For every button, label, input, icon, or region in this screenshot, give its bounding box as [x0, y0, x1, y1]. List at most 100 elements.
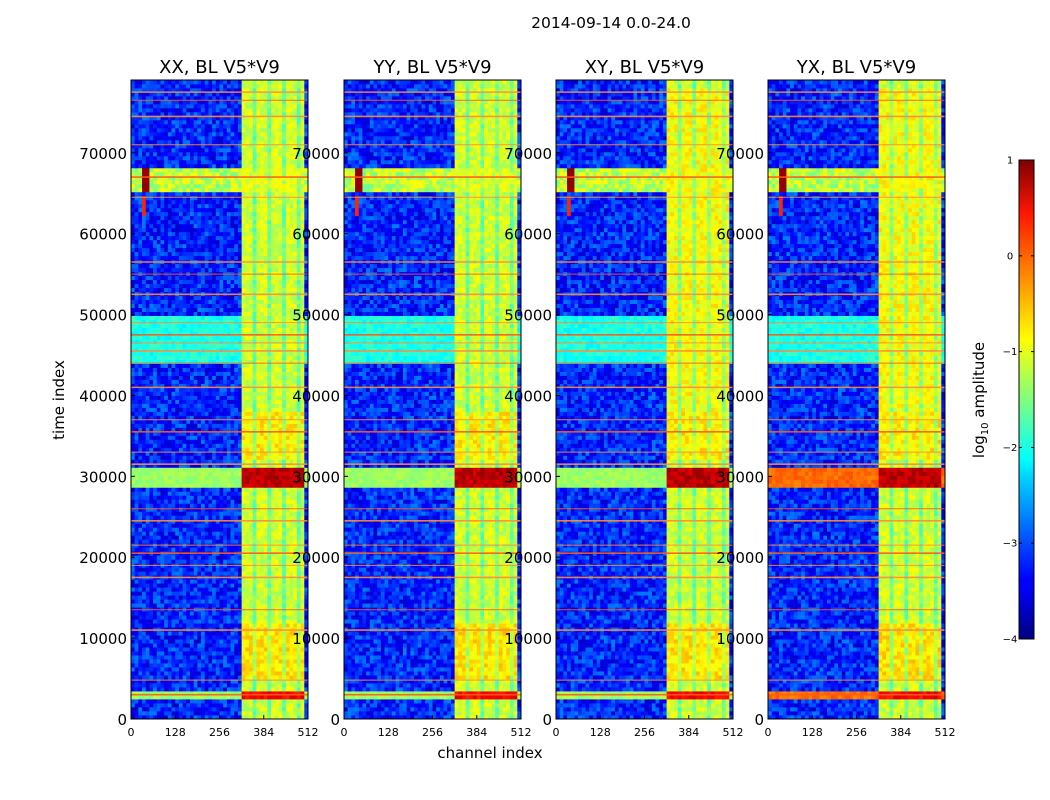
heatmap-cell — [142, 667, 147, 672]
heatmap-cell — [178, 495, 184, 500]
heatmap-cell — [153, 107, 158, 113]
heatmap-cell — [131, 467, 136, 472]
heatmap-cell — [197, 715, 202, 720]
heatmap-cell — [190, 379, 195, 384]
heatmap-cell — [134, 335, 139, 340]
heatmap-cell — [197, 199, 202, 205]
heatmap-cell — [175, 399, 180, 404]
heatmap-cell — [193, 167, 198, 173]
heatmap-cell — [212, 647, 217, 652]
heatmap-cell — [153, 235, 158, 241]
heatmap-cell — [212, 107, 217, 113]
heatmap-cell — [241, 467, 246, 472]
heatmap-cell — [226, 147, 231, 153]
heatmap-cell — [153, 99, 158, 105]
heatmap-cell — [208, 343, 213, 348]
heatmap-cell — [241, 199, 246, 205]
heatmap-cell — [241, 203, 246, 209]
heatmap-cell — [134, 80, 139, 85]
heatmap-cell — [164, 707, 169, 712]
heatmap-cell — [190, 535, 195, 540]
heatmap-cell — [223, 215, 228, 221]
heatmap-cell — [167, 159, 172, 165]
heatmap-cell — [134, 143, 139, 149]
heatmap-cell — [223, 659, 228, 664]
heatmap-cell — [186, 287, 191, 293]
heatmap-cell — [234, 383, 239, 388]
heatmap-cell — [164, 431, 169, 436]
heatmap-cell — [153, 499, 158, 504]
heatmap-cell — [193, 371, 198, 376]
heatmap-cell — [226, 299, 231, 305]
heatmap-cell — [175, 619, 180, 624]
heatmap-cell — [160, 635, 165, 640]
heatmap-cell — [237, 287, 243, 293]
heatmap-cell — [149, 167, 154, 173]
heatmap-cell — [190, 531, 195, 536]
heatmap-cell — [167, 307, 172, 313]
heatmap-cell — [149, 583, 154, 588]
heatmap-cell — [138, 395, 143, 400]
heatmap-cell — [208, 167, 213, 173]
heatmap-cell — [197, 375, 202, 380]
heatmap-cell — [204, 499, 209, 504]
heatmap-cell — [149, 295, 154, 301]
heatmap-cell — [153, 311, 158, 317]
heatmap-cell — [223, 155, 228, 161]
heatmap-cell — [234, 223, 239, 229]
heatmap-cell — [190, 295, 195, 301]
heatmap-cell — [153, 647, 158, 652]
heatmap-cell — [145, 151, 150, 157]
heatmap-cell — [193, 511, 198, 516]
heatmap-cell — [190, 427, 195, 432]
heatmap-cell — [208, 611, 213, 616]
heatmap-cell — [212, 139, 217, 145]
heatmap-cell — [193, 383, 198, 388]
heatmap-cell — [215, 283, 220, 289]
heatmap-cell — [175, 307, 180, 313]
heatmap-cell — [208, 591, 213, 596]
heatmap-cell — [190, 443, 195, 448]
heatmap-cell — [212, 343, 217, 348]
heatmap-cell — [149, 483, 154, 488]
heatmap-cell — [212, 555, 217, 560]
heatmap-cell — [171, 331, 176, 336]
heatmap-cell — [160, 247, 165, 253]
heatmap-cell — [186, 431, 191, 436]
heatmap-cell — [234, 367, 239, 372]
heatmap-cell — [145, 195, 150, 201]
heatmap-cell — [164, 419, 169, 424]
heatmap-cell — [156, 359, 161, 364]
heatmap-cell — [171, 175, 176, 181]
heatmap-cell — [215, 183, 220, 189]
heatmap-cell — [186, 559, 191, 564]
heatmap-cell — [160, 523, 165, 528]
heatmap-cell — [182, 303, 187, 309]
heatmap-cell — [178, 91, 184, 97]
heatmap-cell — [175, 347, 180, 352]
heatmap-cell — [145, 375, 150, 380]
heatmap-cell — [226, 671, 231, 676]
heatmap-cell — [237, 187, 243, 193]
heatmap-cell — [197, 279, 202, 285]
heatmap-cell — [149, 503, 154, 508]
heatmap-cell — [193, 323, 198, 329]
heatmap-cell — [175, 115, 180, 121]
heatmap-cell — [160, 467, 165, 472]
heatmap-cell — [153, 639, 158, 644]
heatmap-cell — [226, 103, 231, 109]
heatmap-cell — [186, 307, 191, 313]
heatmap-cell — [175, 331, 180, 336]
heatmap-cell — [215, 135, 220, 141]
heatmap-cell — [197, 391, 202, 396]
heatmap-cell — [234, 343, 239, 348]
heatmap-cell — [237, 219, 243, 225]
heatmap-cell — [171, 507, 176, 512]
heatmap-cell — [234, 631, 239, 636]
heatmap-cell — [234, 323, 239, 329]
heatmap-cell — [134, 211, 139, 217]
heatmap-cell — [190, 355, 195, 360]
heatmap-cell — [212, 103, 217, 109]
heatmap-cell — [237, 263, 243, 269]
heatmap-cell — [223, 675, 228, 680]
